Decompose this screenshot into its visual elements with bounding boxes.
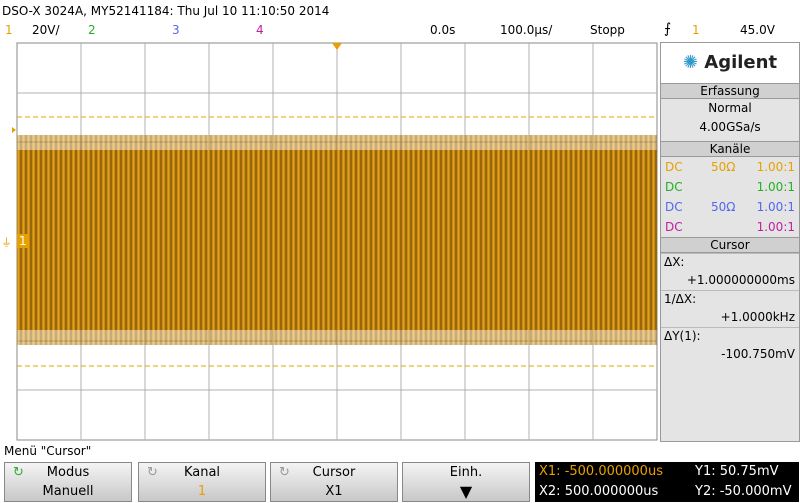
button-label: Cursor [312, 465, 356, 480]
cursor-label: ΔX: [661, 253, 799, 271]
readout-box: X1: -500.000000us X2: 500.000000us Y1: 5… [535, 462, 799, 502]
units-button[interactable]: Einh. ▼ [402, 462, 530, 502]
acq-mode: Normal [708, 101, 752, 115]
time-scale: 100.0µs/ [500, 23, 553, 37]
readout: X2: 500.000000us [539, 484, 659, 499]
time-position: 0.0s [430, 23, 456, 37]
menu-title: Menü "Cursor" [4, 444, 92, 458]
button-value: X1 [325, 484, 343, 499]
button-value: 1 [197, 484, 207, 499]
trigger-source: 1 [692, 23, 700, 37]
channel-cell: DC [665, 220, 683, 234]
readout: Y2: -50.000mV [695, 484, 792, 499]
channel-row: DC 50Ω 1.00:1 [661, 157, 799, 177]
section-header: Cursor [661, 237, 799, 253]
channel-table: DC 50Ω 1.00:1 DC 1.00:1 DC 50Ω 1.00:1 DC 1.00:1 [661, 157, 799, 237]
graticule [12, 42, 658, 441]
ground-marker: 1 [17, 234, 29, 248]
button-value: Manuell [42, 484, 94, 499]
cursor-button[interactable]: ↻ Cursor X1 [270, 462, 398, 502]
button-label: Kanal [183, 465, 221, 480]
channel-cell: DC [665, 160, 683, 174]
channel-cell: 50Ω [711, 160, 736, 174]
cursor-value: +1.000000000ms [686, 273, 795, 287]
cursor-label: ΔY(1): [661, 327, 799, 345]
trigger-icon: ⨍ [664, 21, 672, 37]
channel-cell: 1.00:1 [756, 220, 795, 234]
side-panel: ✺ Agilent Erfassung Normal 4.00GSa/s Kanä… [660, 42, 800, 442]
cursor-readouts: ΔX: +1.000000000ms 1/ΔX: +1.0000kHz ΔY(1): -1… [661, 253, 799, 364]
channel-button[interactable]: ↻ Kanal 1 [138, 462, 266, 502]
channel-cell: 1.00:1 [756, 200, 795, 214]
channel-cell: DC [665, 180, 683, 194]
channel-row: DC 50Ω 1.00:1 [661, 197, 799, 217]
title: DSO-X 3024A, MY52141184: Thu Jul 10 11:1… [2, 4, 330, 18]
cursor-value: -100.750mV [721, 347, 795, 361]
channel-cell: 1.00:1 [756, 180, 795, 194]
readout: X1: -500.000000us [539, 464, 663, 479]
button-label: Modus [46, 465, 90, 480]
cursor-value: +1.0000kHz [720, 310, 795, 324]
channel-label: 2 [88, 23, 96, 37]
channel-label: 4 [256, 23, 264, 37]
channel-cell: DC [665, 200, 683, 214]
cursor-label: 1/ΔX: [661, 290, 799, 308]
channel-row: DC 1.00:1 [661, 177, 799, 197]
trigger-level: 45.0V [740, 23, 775, 37]
ground-icon: ⏚ [1, 236, 12, 249]
section-header: Kanäle [661, 141, 799, 157]
readout: Y1: 50.75mV [695, 464, 779, 479]
channel-row: DC 1.00:1 [661, 217, 799, 237]
mode-button[interactable]: ↻ Modus Manuell [4, 462, 132, 502]
channel-label: 3 [172, 23, 180, 37]
acq-rate: 4.00GSa/s [699, 120, 761, 134]
channel-cell: 1.00:1 [756, 160, 795, 174]
channel-label: 1 [5, 23, 13, 37]
channel-scale: 20V/ [32, 23, 60, 37]
channel-cell: 50Ω [711, 200, 736, 214]
section-header: Erfassung [661, 83, 799, 99]
run-state: Stopp [590, 23, 625, 37]
button-label: Einh. [449, 465, 483, 480]
brand: Agilent [704, 52, 778, 73]
